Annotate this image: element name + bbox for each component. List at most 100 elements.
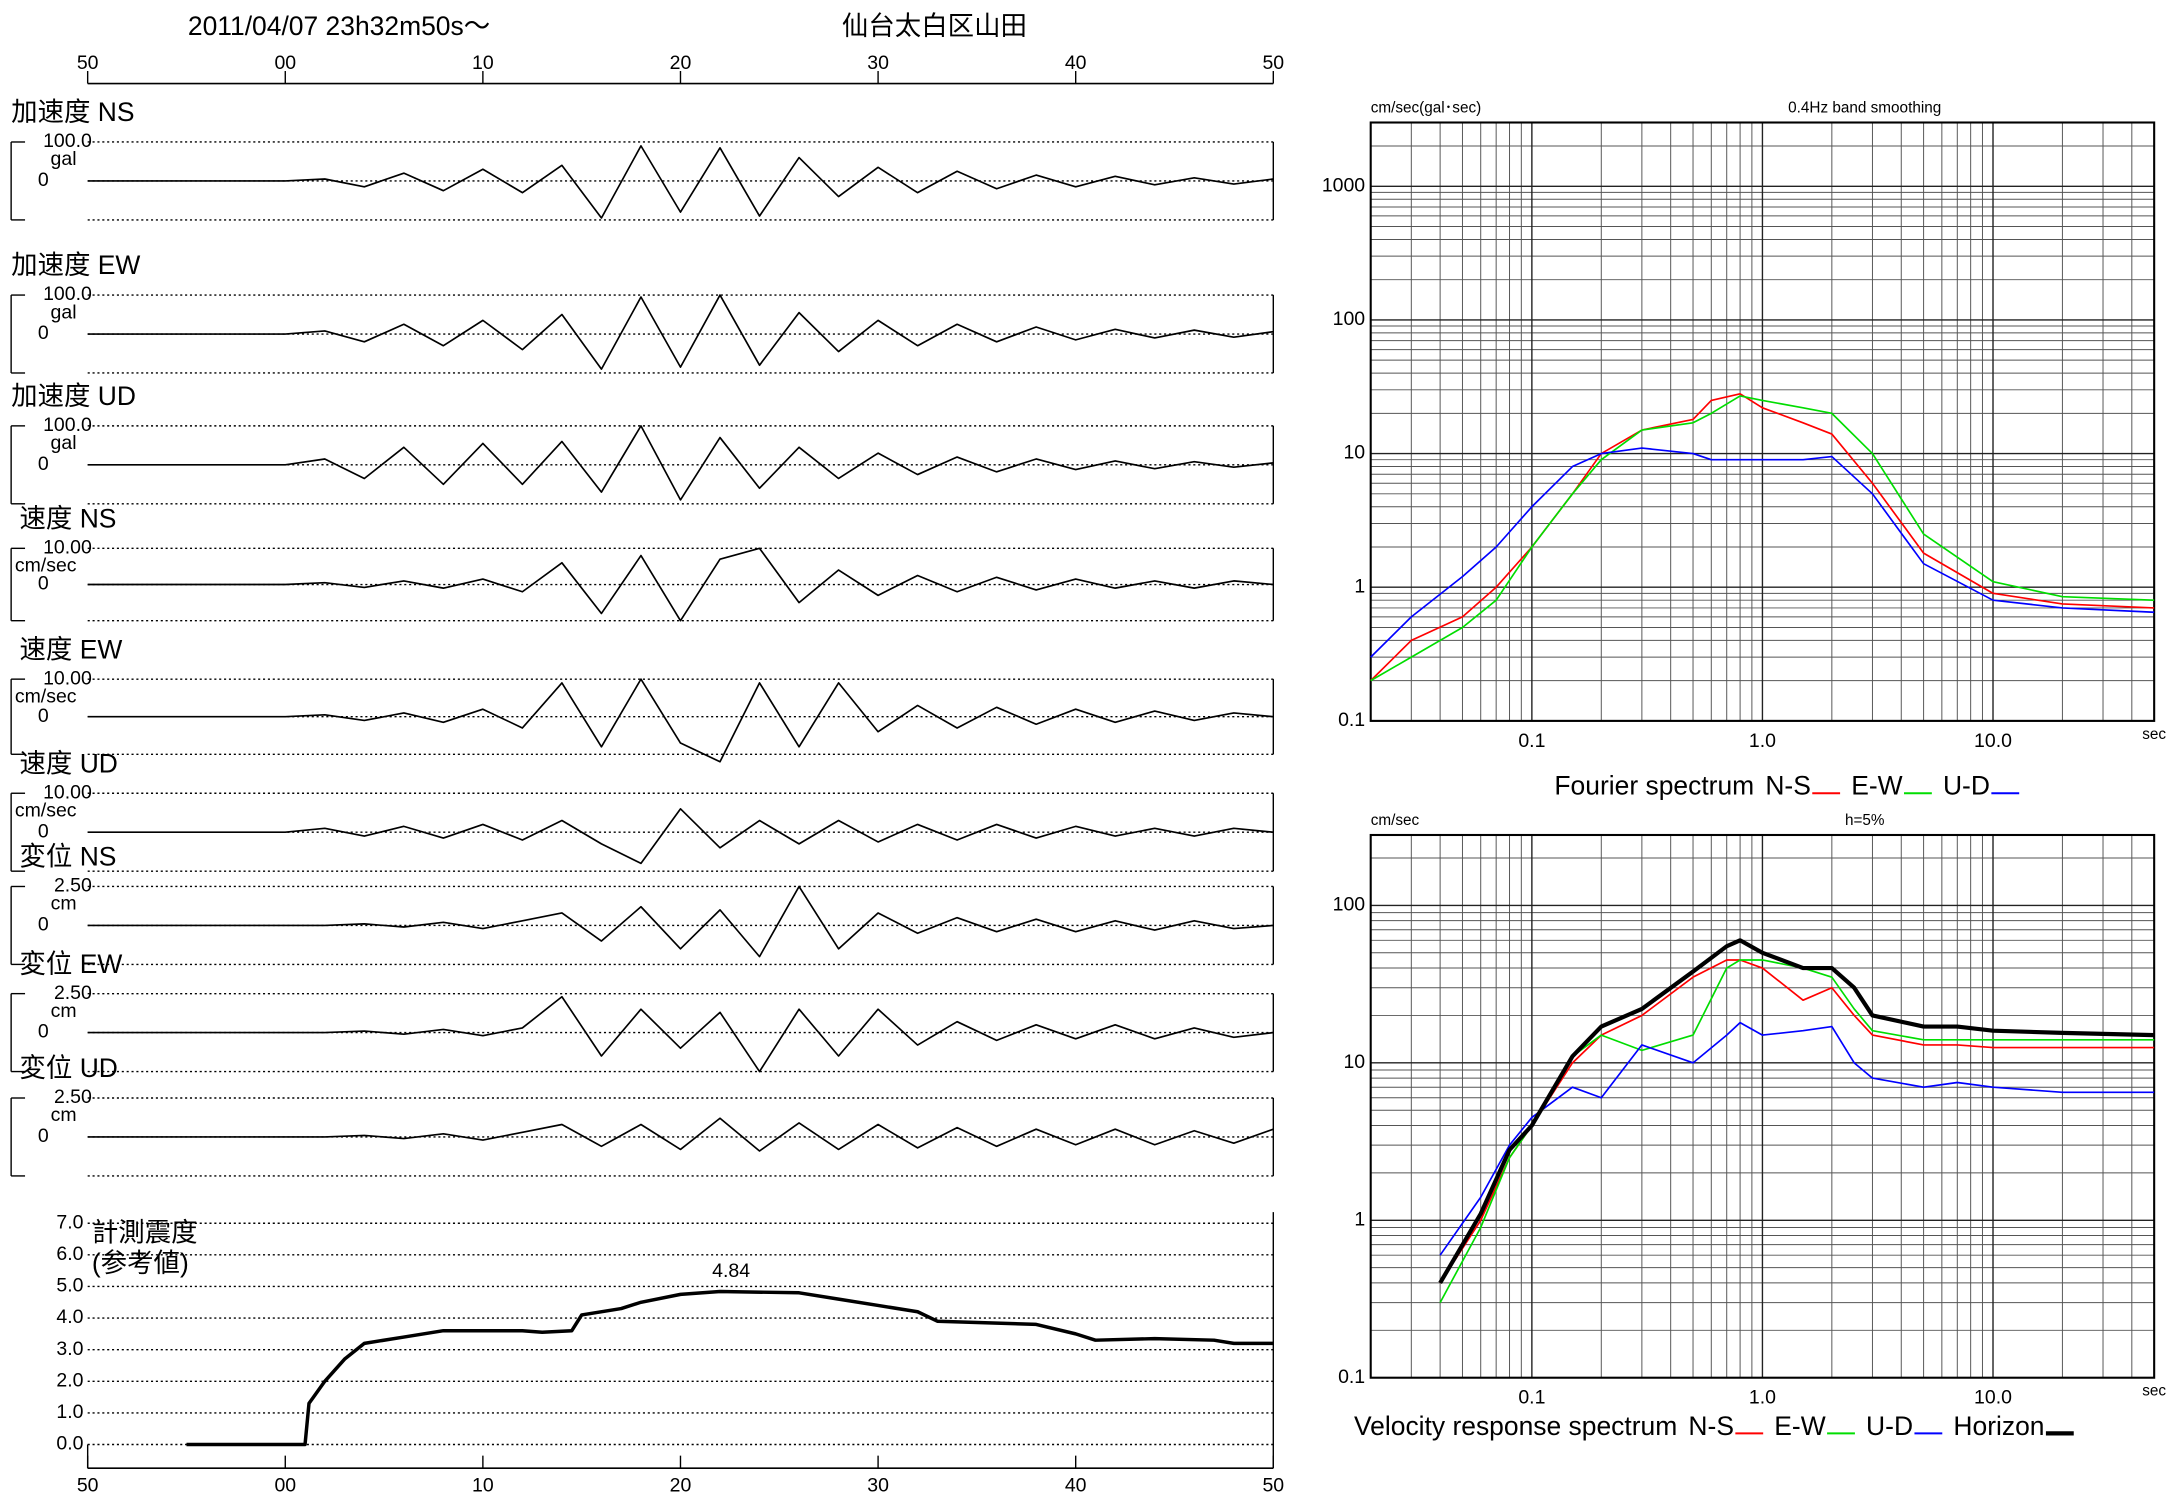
- waveform: [87, 807, 1274, 865]
- y-unit: cm/sec: [15, 685, 77, 707]
- x-tick-label: 10: [472, 52, 494, 74]
- y-tick-label: 5.0: [56, 1275, 83, 1297]
- x-tick-label: 00: [274, 1474, 296, 1496]
- x-tick-label: 10.0: [1974, 1387, 2012, 1409]
- y-tick-label: 0.1: [1338, 1366, 1365, 1388]
- y-tick-label: 100: [1333, 894, 1366, 916]
- waveform: [87, 885, 1274, 958]
- legend-label: N-S: [1765, 771, 1811, 801]
- y-unit: gal: [51, 301, 77, 323]
- y-tick-label: 10: [1343, 442, 1365, 464]
- chart-subtitle: (参考値): [92, 1248, 189, 1278]
- x-tick-label: 40: [1065, 1474, 1087, 1496]
- x-tick-label: 40: [1065, 52, 1087, 74]
- x-tick-label: 20: [670, 1474, 692, 1496]
- y-unit: cm: [51, 1000, 77, 1022]
- y-tick-label: 10.00: [43, 781, 92, 803]
- y-tick-label: 7.0: [56, 1211, 83, 1233]
- plot-frame: [1369, 121, 2156, 722]
- y-tick-label: 2.50: [54, 875, 92, 897]
- legend-label: U-D: [1943, 771, 1990, 801]
- spectrum-line: [1370, 392, 2155, 682]
- y-tick-label: 2.50: [54, 1086, 92, 1108]
- y-tick-label: 0: [38, 322, 49, 344]
- y-unit: gal: [51, 432, 77, 454]
- waveform: [87, 425, 1274, 501]
- y-tick-label: 3.0: [56, 1338, 83, 1360]
- y-tick-label: 10: [1343, 1051, 1365, 1073]
- legend-label: E-W: [1774, 1411, 1825, 1441]
- y-tick-label: 100.0: [43, 414, 92, 436]
- x-tick-label: 0.1: [1518, 1387, 1545, 1409]
- y-tick-label: 10.00: [43, 536, 92, 558]
- y-tick-label: 100: [1333, 308, 1366, 330]
- x-tick-label: 50: [1262, 52, 1284, 74]
- peak-label: 4.84: [712, 1260, 750, 1282]
- x-tick-label: 50: [77, 1474, 99, 1496]
- y-tick-label: 0: [38, 1125, 49, 1147]
- waveform: [87, 145, 1274, 219]
- y-tick-label: 0: [38, 914, 49, 936]
- trace-title: 変位 UD: [19, 1053, 117, 1083]
- trace-title: 速度 NS: [19, 503, 116, 533]
- waveform: [87, 678, 1274, 763]
- legend-title: Velocity response spectrum: [1354, 1411, 1677, 1441]
- trace-title: 加速度 EW: [11, 250, 140, 280]
- y-tick-label: 0: [38, 169, 49, 191]
- chart-subtitle: 0.4Hz band smoothing: [1788, 100, 1941, 117]
- y-unit: cm/sec(gal･sec): [1371, 100, 1482, 117]
- y-tick-label: 100.0: [43, 130, 92, 152]
- trace-title: 加速度 UD: [11, 381, 136, 411]
- station-name: 仙台太白区山田: [842, 11, 1027, 41]
- y-unit: gal: [51, 148, 77, 170]
- x-tick-label: 10: [472, 1474, 494, 1496]
- trace-title: 加速度 NS: [11, 97, 134, 127]
- y-tick-label: 0: [38, 820, 49, 842]
- y-unit: cm/sec: [15, 555, 77, 577]
- y-tick-label: 10.00: [43, 667, 92, 689]
- y-tick-label: 0: [38, 453, 49, 475]
- y-unit: cm/sec: [15, 799, 77, 821]
- trace-title: 変位 NS: [19, 842, 116, 872]
- record-datetime: 2011/04/07 23h32m50s～: [188, 11, 490, 41]
- y-tick-label: 100.0: [43, 283, 92, 305]
- legend-label: N-S: [1688, 1411, 1734, 1441]
- y-tick-label: 1: [1354, 575, 1365, 597]
- y-tick-label: 2.0: [56, 1369, 83, 1391]
- x-tick-label: 50: [77, 52, 99, 74]
- y-unit: cm/sec: [1371, 812, 1420, 829]
- trace-title: 速度 UD: [19, 748, 117, 778]
- chart-subtitle: h=5%: [1845, 812, 1885, 829]
- y-unit: cm: [51, 893, 77, 915]
- y-tick-label: 1.0: [56, 1401, 83, 1423]
- plot-frame: [1369, 833, 2156, 1379]
- waveform: [87, 547, 1274, 622]
- y-tick-label: 0.0: [56, 1433, 83, 1455]
- x-tick-label: 50: [1262, 1474, 1284, 1496]
- x-tick-label: 1.0: [1749, 730, 1776, 752]
- x-tick-label: 0.1: [1518, 730, 1545, 752]
- waveform: [87, 1117, 1274, 1152]
- y-tick-label: 1000: [1322, 174, 1365, 196]
- spectrum-line: [1370, 447, 2155, 658]
- x-unit: sec: [2142, 726, 2166, 743]
- legend-label: E-W: [1851, 771, 1902, 801]
- y-tick-label: 4.0: [56, 1306, 83, 1328]
- trace-title: 変位 EW: [19, 949, 122, 979]
- x-tick-label: 10.0: [1974, 730, 2012, 752]
- legend-label: U-D: [1866, 1411, 1913, 1441]
- waveform: [87, 294, 1274, 370]
- y-tick-label: 1: [1354, 1208, 1365, 1230]
- x-tick-label: 30: [867, 1474, 889, 1496]
- legend-label: Horizon: [1953, 1411, 2044, 1441]
- y-tick-label: 0.1: [1338, 709, 1365, 731]
- x-tick-label: 20: [670, 52, 692, 74]
- y-tick-label: 6.0: [56, 1243, 83, 1265]
- waveform: [87, 995, 1274, 1073]
- x-tick-label: 1.0: [1749, 1387, 1776, 1409]
- y-unit: cm: [51, 1104, 77, 1126]
- y-tick-label: 0: [38, 573, 49, 595]
